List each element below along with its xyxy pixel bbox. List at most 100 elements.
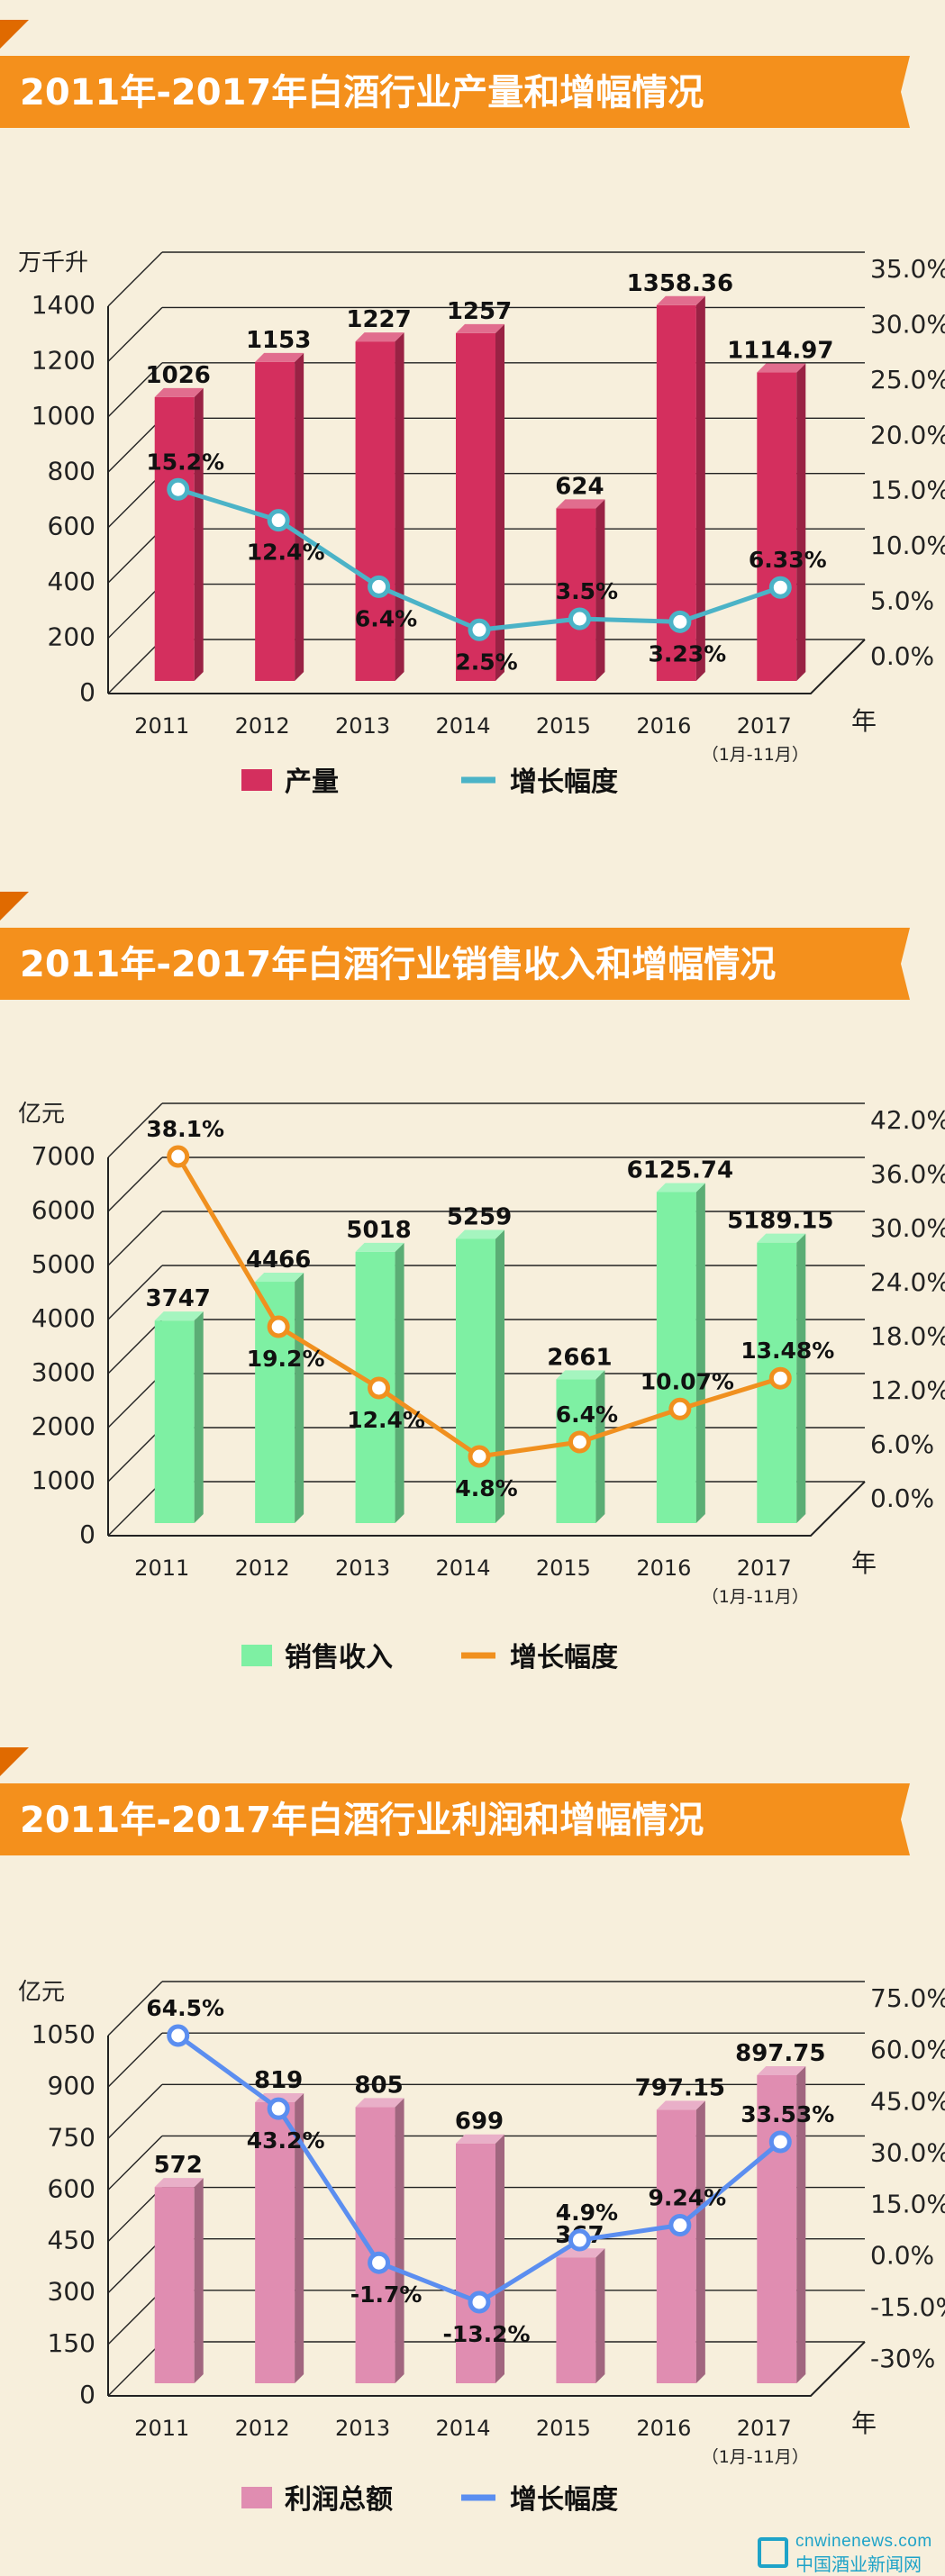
bar-front [556,508,596,681]
bar-top [656,295,705,305]
x-tick-label: 2011 [134,1556,189,1581]
legend-line-label: 增长幅度 [510,1642,618,1673]
legend-bar-swatch [241,769,272,791]
legend-bar-swatch [241,2487,272,2508]
chart-title: 2011年-2017年白酒行业销售收入和增幅情况 [20,944,776,985]
grid-depth-line [107,362,163,418]
growth-value-label: 38.1% [146,1116,224,1142]
right-y-tick-label: 42.0% [870,1105,945,1135]
bar-2011 [154,2178,204,2383]
right-y-tick-label: 30.0% [870,2137,945,2167]
bar-side [695,1183,705,1523]
bar-2015 [556,2248,605,2383]
bar-2017 [757,2066,806,2383]
right-y-tick-label: -15.0% [870,2292,945,2322]
bar-front [154,396,195,681]
x-tick-label: 2011 [134,713,189,739]
y-tick-label: 600 [48,512,95,541]
grid-depth-line [107,473,163,529]
bar-top [355,2098,404,2108]
growth-point [468,2290,491,2314]
chart-title: 2011年-2017年白酒行业产量和增幅情况 [20,72,704,113]
x-tick-label: 2017 [737,1556,792,1581]
x-tick-label: 2016 [636,1556,691,1581]
growth-value-label: 13.48% [741,1338,834,1364]
right-y-tick-label: 60.0% [870,2035,945,2064]
bar-value-label: 805 [354,2072,403,2099]
bar-value-label: 5018 [346,1217,411,1244]
bar-top [456,2134,504,2144]
growth-value-label: 10.07% [641,1368,734,1394]
y-tick-label: 300 [48,2277,95,2307]
grid-depth-line [107,2187,163,2243]
bar-2017 [757,363,806,681]
bar-value-label: 1358.36 [627,270,733,297]
profit-chart: 2011年-2017年白酒行业利润和增幅情况 0 150 300 450 600 750 90… [0,1747,945,2516]
site-watermark: cnwinenews.com 中国酒业新闻网 [758,2532,938,2575]
bar-side [595,499,605,681]
x-tick-label: 2016 [636,713,691,739]
chart-panel-revenue: 2011年-2017年白酒行业销售收入和增幅情况 0 1000 2000 3000 400… [0,865,945,1675]
bar-top [456,1229,504,1239]
y-axis-unit-label: 万千升 [18,249,88,277]
right-y-tick-label: 18.0% [870,1321,945,1351]
growth-point [468,1445,491,1468]
header-banner [0,1783,910,1855]
bar-side [796,1233,806,1523]
bar-2011 [154,387,204,681]
bar-side [595,1370,605,1523]
bar-front [757,2075,797,2383]
bar-2016 [656,2100,705,2383]
growth-point [267,1315,290,1338]
bar-value-label: 897.75 [735,2040,825,2067]
x-tick-label: 2016 [636,2416,691,2441]
y-tick-label: 800 [48,456,95,485]
growth-point [368,1376,391,1400]
bar-front [757,372,797,681]
grid-depth-line [107,2341,163,2397]
growth-value-label: 6.4% [355,605,417,631]
right-y-tick-label: 12.0% [870,1375,945,1405]
x-tick-label: 2012 [235,1556,290,1581]
y-tick-label: 0 [79,2380,95,2409]
right-y-tick-label: 45.0% [870,2086,945,2116]
growth-point [668,610,692,633]
bar-value-label: 1026 [146,362,211,389]
bar-top [255,352,304,362]
bar-value-label: 572 [154,2152,203,2179]
growth-value-label: 19.2% [247,1346,325,1372]
bar-value-label: 699 [455,2109,504,2136]
bar-2012 [255,2093,304,2383]
bar-top [154,387,204,397]
y-axis-unit-label: 亿元 [18,1979,65,2006]
header-corner-fold [0,892,29,921]
growth-point [167,2024,190,2047]
growth-value-label: -13.2% [442,2321,530,2347]
legend-line-label: 增长幅度 [510,766,618,798]
legend-bar-label: 利润总额 [285,2484,393,2516]
watermark-site-name: 中国酒业新闻网 [795,2553,922,2575]
growth-point [468,618,491,641]
grid-depth-line [107,251,163,307]
bar-value-label: 5259 [447,1203,512,1230]
x-tick-note: （1月-11月） [702,745,809,765]
bar-front [656,1192,696,1523]
bar-side [695,2100,705,2383]
growth-point [568,2228,591,2252]
bar-value-label: 5189.15 [727,1208,833,1235]
y-tick-label: 900 [48,2071,95,2100]
bar-2012 [255,1273,304,1523]
bar-front [456,2143,495,2383]
y-tick-label: 400 [48,567,95,596]
bar-top [255,1273,304,1283]
growth-point [568,607,591,630]
grid-depth-line [107,1481,163,1537]
bar-side [495,1229,504,1523]
header-banner [0,56,910,128]
growth-value-label: 12.4% [247,540,325,566]
x-axis-unit-label: 年 [851,706,877,736]
y-axis-unit-label: 亿元 [18,1101,65,1128]
y-tick-label: 6000 [32,1195,95,1225]
grid-depth-line [107,2135,163,2191]
site-logo-icon [758,2537,788,2568]
